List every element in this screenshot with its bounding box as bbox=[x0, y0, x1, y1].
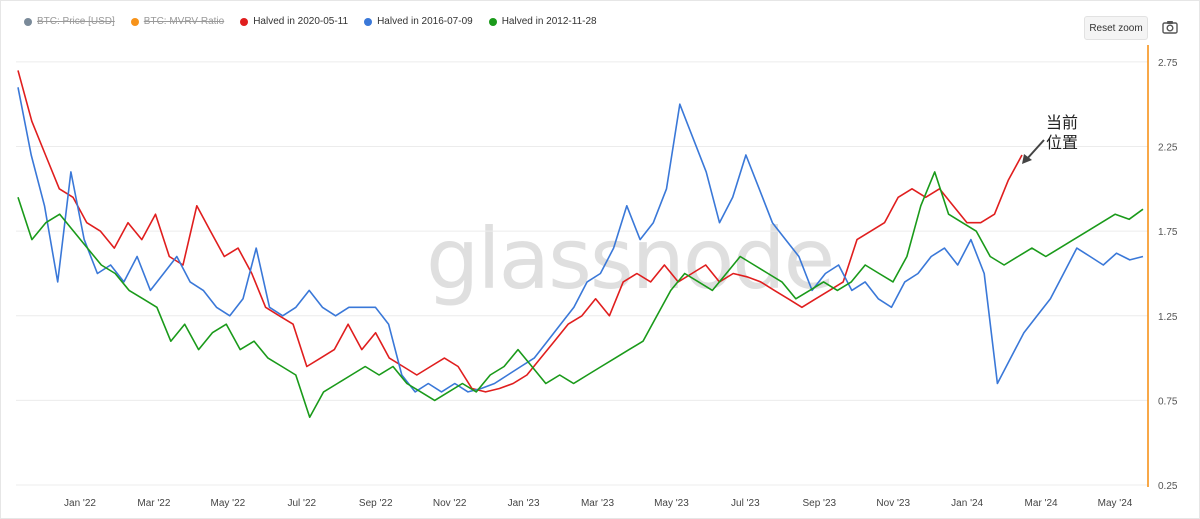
x-tick-label: Nov '22 bbox=[433, 498, 467, 509]
legend-dot bbox=[24, 17, 32, 26]
y-tick-label: 0.75 bbox=[1158, 396, 1178, 407]
x-tick-label: Nov '23 bbox=[876, 498, 910, 509]
legend-dot bbox=[240, 17, 249, 26]
current-position-annotation: 当前 位置 bbox=[1046, 113, 1078, 153]
series-line-2 bbox=[17, 171, 1144, 419]
legend-label: Halved in 2020-05-11 bbox=[253, 16, 349, 27]
y-tick-label: 2.75 bbox=[1158, 58, 1178, 69]
glassnode-watermark: glassnode bbox=[426, 210, 835, 308]
series-line-1 bbox=[17, 87, 1144, 393]
legend-item-0[interactable]: BTC: Price [USD] bbox=[24, 16, 115, 27]
x-tick-label: Jul '23 bbox=[731, 498, 760, 509]
legend-item-1[interactable]: BTC: MVRV Ratio bbox=[130, 16, 225, 27]
x-tick-label: Jul '22 bbox=[287, 498, 316, 509]
series-line-0 bbox=[17, 70, 1023, 393]
legend-dot bbox=[130, 17, 139, 26]
camera-icon[interactable] bbox=[1161, 18, 1179, 36]
legend-item-3[interactable]: Halved in 2016-07-09 bbox=[364, 16, 473, 27]
legend-label: BTC: MVRV Ratio bbox=[143, 16, 225, 27]
x-tick-label: May '22 bbox=[211, 498, 246, 509]
x-tick-label: May '23 bbox=[654, 498, 689, 509]
annotation-line-2: 位置 bbox=[1046, 133, 1079, 152]
x-tick-label: Sep '22 bbox=[359, 498, 393, 509]
x-tick-label: Sep '23 bbox=[802, 498, 836, 509]
reset-zoom-button[interactable]: Reset zoom bbox=[1084, 16, 1148, 40]
legend-label: Halved in 2012-11-28 bbox=[501, 16, 597, 27]
x-tick-label: Jan '24 bbox=[951, 498, 983, 509]
x-tick-label: Mar '23 bbox=[581, 498, 614, 509]
x-tick-label: Mar '22 bbox=[137, 498, 170, 509]
legend-item-2[interactable]: Halved in 2020-05-11 bbox=[240, 16, 348, 27]
legend-label: BTC: Price [USD] bbox=[37, 16, 115, 27]
y-tick-label: 1.75 bbox=[1158, 227, 1178, 238]
annotation-arrow bbox=[1025, 139, 1045, 161]
y-tick-label: 0.25 bbox=[1158, 481, 1178, 492]
x-tick-label: Jan '22 bbox=[64, 498, 96, 509]
y-tick-label: 2.25 bbox=[1158, 143, 1178, 154]
x-tick-label: Jan '23 bbox=[508, 498, 540, 509]
legend-label: Halved in 2016-07-09 bbox=[377, 16, 473, 27]
annotation-line-1: 当前 bbox=[1046, 113, 1079, 132]
legend-item-4[interactable]: Halved in 2012-11-28 bbox=[488, 16, 597, 27]
legend-dot bbox=[364, 17, 373, 26]
x-tick-label: Mar '24 bbox=[1025, 498, 1058, 509]
legend: BTC: Price [USD] BTC: MVRV Ratio Halved in… bbox=[24, 16, 597, 27]
legend-dot bbox=[488, 17, 497, 26]
annotation-arrow-head bbox=[1022, 154, 1032, 164]
x-tick-label: May '24 bbox=[1098, 498, 1133, 509]
y-tick-label: 1.25 bbox=[1158, 312, 1178, 323]
